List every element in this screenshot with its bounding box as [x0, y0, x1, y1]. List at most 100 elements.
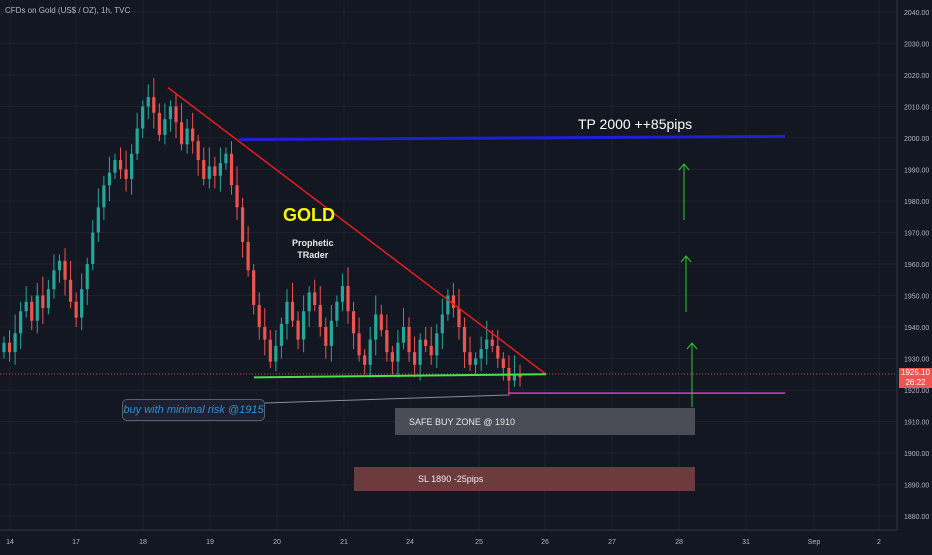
time-tick-label: 31 [742, 539, 750, 546]
candle-body [24, 301, 28, 312]
candle-body [396, 342, 400, 362]
candle-body [174, 106, 178, 123]
candle-body [30, 301, 34, 321]
candle-body [185, 128, 189, 145]
candle-body [224, 153, 228, 164]
candle-body [202, 160, 206, 179]
price-tick-label: 1950.00 [904, 294, 929, 301]
time-tick-label: 21 [340, 539, 348, 546]
candle-body [313, 292, 317, 305]
candle-body [285, 301, 289, 324]
candle-body [335, 301, 339, 321]
candle-body [130, 153, 134, 179]
candle-body [407, 327, 411, 353]
time-tick-label: 25 [475, 539, 483, 546]
price-tick-label: 1890.00 [904, 483, 929, 490]
candle-body [107, 172, 112, 186]
candle-body [191, 128, 195, 142]
price-tick-label: 2030.00 [904, 42, 929, 49]
resistance-trendline [167, 87, 547, 375]
candle-body [340, 286, 345, 302]
take-profit-label: TP 2000 ++85pips [578, 116, 693, 132]
candle-body [35, 295, 39, 321]
price-tick-label: 1910.00 [904, 420, 929, 427]
time-tick-label: 19 [206, 539, 214, 546]
time-tick-label: 20 [273, 539, 281, 546]
price-tick-label: 1880.00 [904, 514, 929, 521]
candle-body [274, 345, 278, 362]
candle-body [279, 323, 284, 346]
candle-body [157, 112, 161, 135]
candle-body [235, 185, 239, 208]
candle-body [152, 97, 156, 113]
candle-body [7, 342, 12, 353]
price-tick-label: 1980.00 [904, 199, 929, 206]
candle-body [474, 358, 478, 365]
grid-lines [0, 0, 897, 530]
candle-body [46, 289, 50, 309]
candle-body [318, 304, 322, 327]
candle-body [96, 207, 100, 233]
candle-body [141, 106, 145, 129]
drawings [0, 87, 897, 407]
time-tick-label: 28 [675, 539, 683, 546]
price-tick-label: 2020.00 [904, 73, 929, 80]
candle-body [385, 330, 389, 353]
candle-body [479, 349, 483, 359]
price-tick-label: 2010.00 [904, 105, 929, 112]
candle-body [329, 320, 333, 346]
candle-body [146, 97, 150, 107]
candle-body [113, 160, 117, 173]
candle-body [518, 374, 522, 378]
price-tick-label: 1920.00 [904, 388, 929, 395]
candle-body [363, 355, 367, 365]
brand-label: Prophetic TRader [292, 237, 334, 261]
price-tick-label: 2040.00 [904, 10, 929, 17]
candle-body [424, 339, 428, 346]
price-tick-label: 1940.00 [904, 325, 929, 332]
candle-body [213, 166, 217, 176]
symbol-title[interactable]: CFDs on Gold (US$ / OZ), 1h, TVC [5, 6, 131, 15]
safe-buy-zone[interactable]: SAFE BUY ZONE @ 1910 [395, 408, 695, 435]
candle-body [490, 339, 494, 346]
time-tick-label: Sep [808, 539, 821, 546]
current-price-badge: 1925.10 26:22 [899, 368, 932, 388]
candle-body [368, 339, 372, 365]
candle-body [435, 333, 439, 356]
take-profit-line [238, 134, 786, 142]
candle-body [118, 160, 123, 170]
callout-connector [264, 394, 509, 404]
candle-body [13, 333, 17, 353]
time-tick-label: 18 [139, 539, 147, 546]
candle-body [357, 333, 361, 356]
candle-body [296, 320, 300, 340]
candle-body [252, 270, 256, 305]
entry-note-callout[interactable]: buy with minimal risk @1915 [122, 399, 265, 421]
time-tick-label: 27 [608, 539, 616, 546]
candle-body [163, 119, 167, 135]
candle-body [124, 169, 128, 179]
candle-body [496, 345, 500, 359]
candle-body [451, 295, 456, 309]
support-line [253, 373, 547, 379]
candle-body [80, 289, 84, 318]
candle-body [412, 352, 417, 365]
candle-body [401, 327, 406, 343]
time-tick-label: 14 [6, 539, 14, 546]
candle-body [246, 241, 250, 271]
candle-body [2, 342, 6, 353]
arrow-up-3-head [678, 163, 690, 171]
candle-body [512, 374, 517, 381]
candle-body [240, 207, 245, 242]
candle-body [446, 295, 450, 315]
candle-body [63, 260, 67, 280]
gold-label: GOLD [283, 205, 335, 225]
candle-body [468, 352, 472, 365]
candle-body [324, 327, 328, 346]
candle-body [346, 286, 350, 312]
candle-body [85, 264, 89, 290]
stop-loss-zone[interactable]: SL 1890 -25pips [354, 467, 695, 491]
candle-body [263, 327, 267, 340]
bar-countdown: 26:22 [905, 378, 926, 387]
candle-body [74, 301, 78, 318]
